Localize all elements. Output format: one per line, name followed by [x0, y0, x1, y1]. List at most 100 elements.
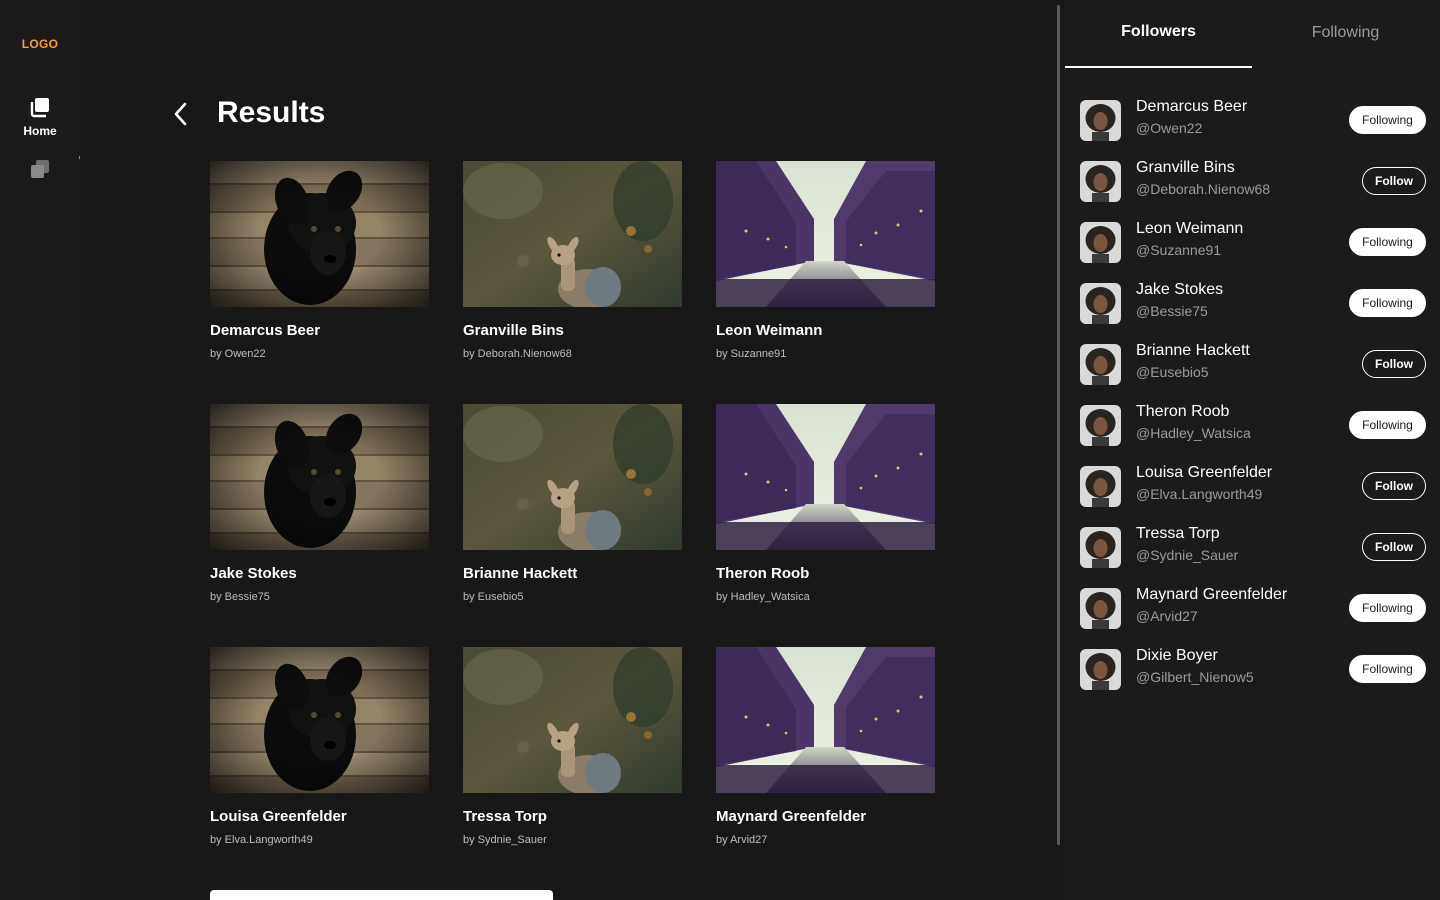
- result-author: by Owen22: [210, 348, 266, 360]
- result-author: by Bessie75: [210, 591, 270, 603]
- result-card[interactable]: Maynard Greenfelder by Arvid27: [716, 647, 935, 866]
- follower-row: Leon Weimann @Suzanne91 Following: [1080, 218, 1426, 279]
- avatar[interactable]: [1080, 405, 1121, 446]
- result-title[interactable]: Louisa Greenfelder: [210, 808, 347, 825]
- result-card[interactable]: Louisa Greenfelder by Elva.Langworth49: [210, 647, 429, 866]
- chevron-left-icon: [174, 102, 187, 126]
- follower-handle: @Bessie75: [1136, 303, 1208, 319]
- tab-following[interactable]: Following: [1311, 24, 1380, 41]
- follower-row: Tressa Torp @Sydnie_Sauer Follow: [1080, 523, 1426, 584]
- result-thumbnail[interactable]: [716, 404, 935, 550]
- avatar[interactable]: [1080, 283, 1121, 324]
- result-card[interactable]: Theron Roob by Hadley_Watsica: [716, 404, 935, 623]
- follower-name[interactable]: Brianne Hackett: [1136, 342, 1250, 359]
- follower-info: Jake Stokes @Bessie75: [1136, 281, 1426, 319]
- follower-handle: @Owen22: [1136, 120, 1203, 136]
- avatar[interactable]: [1080, 649, 1121, 690]
- user-list: Demarcus Beer @Owen22 Following Granville …: [1080, 96, 1426, 706]
- avatar[interactable]: [1080, 527, 1121, 568]
- result-card[interactable]: Jake Stokes by Bessie75: [210, 404, 429, 623]
- load-more-button[interactable]: [210, 890, 553, 900]
- follower-info: Theron Roob @Hadley_Watsica: [1136, 403, 1426, 441]
- follower-handle: @Arvid27: [1136, 608, 1198, 624]
- following-button[interactable]: Following: [1349, 655, 1426, 683]
- follower-name[interactable]: Demarcus Beer: [1136, 98, 1248, 115]
- nav-item-library[interactable]: [0, 155, 84, 180]
- result-card[interactable]: Demarcus Beer by Owen22: [210, 161, 429, 380]
- result-thumbnail[interactable]: [210, 404, 429, 550]
- result-title[interactable]: Maynard Greenfelder: [716, 808, 867, 825]
- follow-button[interactable]: Follow: [1362, 472, 1426, 500]
- follow-button[interactable]: Follow: [1362, 350, 1426, 378]
- results-grid: Demarcus Beer by Owen22 Granville Bins by …: [210, 161, 935, 866]
- main-content: Results Demarcus Beer by Owen22: [80, 0, 1058, 900]
- result-thumbnail[interactable]: [210, 161, 429, 307]
- avatar[interactable]: [1080, 222, 1121, 263]
- result-card[interactable]: Tressa Torp by Sydnie_Sauer: [463, 647, 682, 866]
- follower-name[interactable]: Louisa Greenfelder: [1136, 464, 1273, 481]
- avatar[interactable]: [1080, 466, 1121, 507]
- result-title[interactable]: Jake Stokes: [210, 565, 297, 582]
- follower-row: Maynard Greenfelder @Arvid27 Following: [1080, 584, 1426, 645]
- following-button[interactable]: Following: [1349, 594, 1426, 622]
- avatar[interactable]: [1080, 588, 1121, 629]
- follower-name[interactable]: Granville Bins: [1136, 159, 1235, 176]
- result-card[interactable]: Leon Weimann by Suzanne91: [716, 161, 935, 380]
- following-button[interactable]: Following: [1349, 106, 1426, 134]
- result-title[interactable]: Theron Roob: [716, 565, 810, 582]
- follower-row: Theron Roob @Hadley_Watsica Following: [1080, 401, 1426, 462]
- follow-button[interactable]: Follow: [1362, 533, 1426, 561]
- follower-name[interactable]: Tressa Torp: [1136, 525, 1220, 542]
- page-title: Results: [217, 96, 326, 129]
- follower-info: Tressa Torp @Sydnie_Sauer: [1136, 525, 1426, 563]
- result-title[interactable]: Granville Bins: [463, 322, 564, 339]
- main-scrollbar[interactable]: [1057, 5, 1060, 845]
- follower-name[interactable]: Theron Roob: [1136, 403, 1230, 420]
- follower-info: Dixie Boyer @Gilbert_Nienow5: [1136, 647, 1426, 685]
- panel-tabs: Followers Following: [1065, 0, 1439, 68]
- result-title[interactable]: Tressa Torp: [463, 808, 547, 825]
- follower-row: Dixie Boyer @Gilbert_Nienow5 Following: [1080, 645, 1426, 706]
- following-button[interactable]: Following: [1349, 289, 1426, 317]
- nav-item-home-label: Home: [23, 124, 57, 138]
- follower-name[interactable]: Dixie Boyer: [1136, 647, 1218, 664]
- result-author: by Suzanne91: [716, 348, 787, 360]
- result-author: by Arvid27: [716, 834, 768, 846]
- follower-info: Maynard Greenfelder @Arvid27: [1136, 586, 1426, 624]
- follow-button[interactable]: Follow: [1362, 167, 1426, 195]
- result-thumbnail[interactable]: [463, 404, 682, 550]
- result-card[interactable]: Brianne Hackett by Eusebio5: [463, 404, 682, 623]
- result-author: by Deborah.Nienow68: [463, 348, 572, 360]
- collections-icon: [30, 98, 49, 118]
- result-card[interactable]: Granville Bins by Deborah.Nienow68: [463, 161, 682, 380]
- nav-item-home[interactable]: Home: [0, 97, 80, 138]
- result-thumbnail[interactable]: [716, 161, 935, 307]
- follower-handle: @Sydnie_Sauer: [1136, 547, 1239, 563]
- logo[interactable]: LOGO: [21, 37, 59, 51]
- follower-row: Jake Stokes @Bessie75 Following: [1080, 279, 1426, 340]
- result-title[interactable]: Leon Weimann: [716, 322, 823, 339]
- avatar[interactable]: [1080, 161, 1121, 202]
- result-title[interactable]: Demarcus Beer: [210, 322, 321, 339]
- follower-info: Leon Weimann @Suzanne91: [1136, 220, 1426, 258]
- followers-panel: Followers Following Demarcus Beer @Owen22…: [1064, 0, 1440, 900]
- avatar[interactable]: [1080, 100, 1121, 141]
- result-thumbnail[interactable]: [463, 647, 682, 793]
- follower-row: Louisa Greenfelder @Elva.Langworth49 Follo…: [1080, 462, 1426, 523]
- back-button[interactable]: [168, 100, 192, 128]
- avatar[interactable]: [1080, 344, 1121, 385]
- follower-info: Louisa Greenfelder @Elva.Langworth49: [1136, 464, 1426, 502]
- tab-followers[interactable]: Followers: [1065, 0, 1252, 68]
- follower-handle: @Suzanne91: [1136, 242, 1222, 258]
- follower-name[interactable]: Maynard Greenfelder: [1136, 586, 1288, 603]
- following-button[interactable]: Following: [1349, 411, 1426, 439]
- result-thumbnail[interactable]: [210, 647, 429, 793]
- follower-name[interactable]: Jake Stokes: [1136, 281, 1224, 298]
- result-thumbnail[interactable]: [716, 647, 935, 793]
- result-title[interactable]: Brianne Hackett: [463, 565, 578, 582]
- result-thumbnail[interactable]: [463, 161, 682, 307]
- follower-info: Granville Bins @Deborah.Nienow68: [1136, 159, 1426, 197]
- follower-name[interactable]: Leon Weimann: [1136, 220, 1244, 237]
- following-button[interactable]: Following: [1349, 228, 1426, 256]
- follower-handle: @Hadley_Watsica: [1136, 425, 1251, 441]
